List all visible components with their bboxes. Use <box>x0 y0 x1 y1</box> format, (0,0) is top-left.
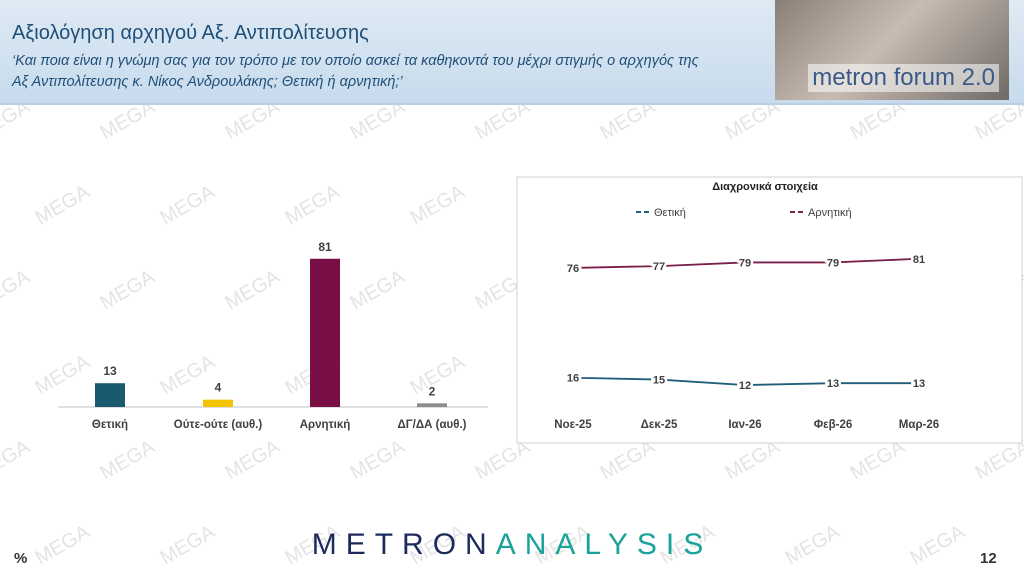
x-tick-label: Μαρ-26 <box>899 419 939 431</box>
logo-text: metron forum 2.0 <box>808 64 999 92</box>
brand-part: METRON <box>311 528 496 561</box>
header: Αξιολόγηση αρχηγού Αξ. Αντιπολίτευσης ‘Κ… <box>0 0 1024 105</box>
value-label: 13 <box>827 378 839 390</box>
legend-label: Θετική <box>654 207 686 219</box>
line <box>572 376 919 386</box>
value-label: 13 <box>913 378 925 390</box>
line <box>572 257 920 269</box>
x-tick-label: Δεκ-25 <box>641 419 678 431</box>
bar <box>310 258 340 407</box>
slide-subtitle: ‘Και ποια είναι η γνώμη σας για τον τρόπ… <box>12 53 699 90</box>
value-label: 79 <box>739 257 751 269</box>
page-number: 12 <box>980 550 997 567</box>
value-label: 81 <box>318 240 332 254</box>
x-tick-label: Θετική <box>92 419 128 431</box>
value-label: 13 <box>103 364 117 378</box>
bar <box>417 403 447 407</box>
value-label: 76 <box>567 263 579 275</box>
x-tick-label: Ιαν-26 <box>728 419 761 431</box>
charts: 13 Θετική 4 Ούτε-ούτε (αυθ.) 81 Αρνητική 2 ΔΓ/Δ… <box>58 176 1023 444</box>
x-tick-label: Αρνητική <box>300 419 351 431</box>
slide-title: Αξιολόγηση αρχηγού Αξ. Αντιπολίτευσης <box>12 22 369 44</box>
value-label: 79 <box>827 257 839 269</box>
line-chart-frame <box>516 176 1023 444</box>
x-tick-label: Ούτε-ούτε (αυθ.) <box>174 419 263 431</box>
value-label: 81 <box>913 254 925 266</box>
bar <box>95 383 125 407</box>
x-tick-label: Φεβ-26 <box>814 419 853 431</box>
x-tick-label: Νοε-25 <box>554 419 592 431</box>
value-label: 15 <box>653 375 665 387</box>
brand-part: ANALYSIS <box>495 528 713 561</box>
value-label: 16 <box>567 373 579 385</box>
x-tick-label: ΔΓ/ΔΑ (αυθ.) <box>398 419 467 431</box>
value-label: 77 <box>653 261 665 273</box>
value-label: 4 <box>215 381 222 395</box>
value-label: 2 <box>429 384 436 398</box>
brand: METRONANALYSIS <box>0 528 1024 562</box>
unit-label: % <box>14 550 28 567</box>
legend-label: Αρνητική <box>808 207 852 219</box>
bar <box>203 399 233 407</box>
chart-title: Διαχρονικά στοιχεία <box>712 181 818 193</box>
logo: metron forum 2.0 <box>775 0 1009 100</box>
value-label: 12 <box>739 380 751 392</box>
